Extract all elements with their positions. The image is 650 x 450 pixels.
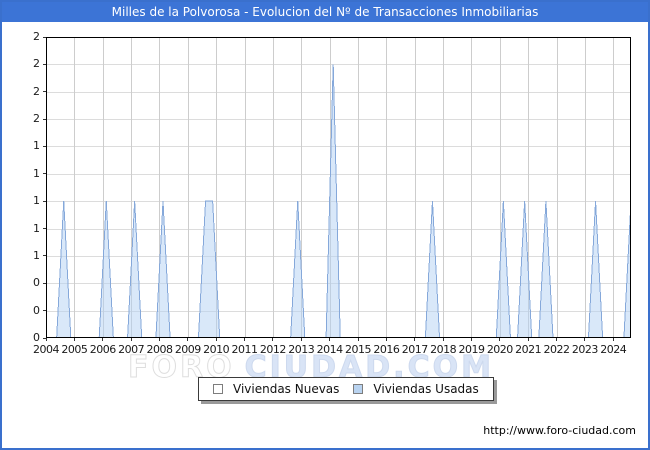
legend-label-usadas: Viviendas Usadas <box>373 382 479 396</box>
x-tick-label: 2004 <box>33 343 60 356</box>
y-axis-tick <box>43 118 46 120</box>
y-tick-label: 0 <box>33 276 40 290</box>
x-axis-tick <box>612 338 614 341</box>
y-tick-label: 1 <box>33 248 40 262</box>
x-axis-tick <box>73 338 75 341</box>
legend-box: Viviendas Nuevas Viviendas Usadas <box>198 377 494 401</box>
x-tick-label: 2013 <box>288 343 315 356</box>
x-tick-label: 2005 <box>61 343 88 356</box>
x-tick-label: 2024 <box>600 343 627 356</box>
x-axis-tick <box>329 338 331 341</box>
y-axis-tick <box>43 36 46 38</box>
y-tick-label: 2 <box>33 84 40 98</box>
x-axis-tick <box>470 338 472 341</box>
title-bar: Milles de la Polvorosa - Evolucion del N… <box>2 2 648 22</box>
y-axis-tick <box>43 337 46 339</box>
x-axis-tick <box>442 338 444 341</box>
legend-swatch-nuevas <box>213 384 223 394</box>
x-tick-label: 2012 <box>259 343 287 356</box>
transactions-area-chart <box>46 37 632 339</box>
x-tick-label: 2021 <box>515 343 542 356</box>
x-tick-label: 2007 <box>118 343 145 356</box>
y-tick-label: 2 <box>33 112 40 126</box>
x-tick-label: 2017 <box>401 343 429 356</box>
plot-border <box>46 37 631 338</box>
x-tick-label: 2016 <box>373 343 400 356</box>
y-tick-label: 2 <box>33 57 40 71</box>
x-axis-tick <box>556 338 558 341</box>
y-axis-tick <box>43 228 46 230</box>
x-axis-tick <box>130 338 132 341</box>
legend-label-nuevas: Viviendas Nuevas <box>233 382 340 396</box>
x-tick-label: 2010 <box>203 343 230 356</box>
legend-swatch-usadas <box>353 384 364 394</box>
x-axis-tick <box>527 338 529 341</box>
y-axis-tick <box>43 282 46 284</box>
x-tick-label: 2019 <box>458 343 485 356</box>
y-axis-tick <box>43 91 46 93</box>
x-tick-label: 2008 <box>146 343 173 356</box>
x-axis-tick <box>187 338 189 341</box>
y-axis-tick <box>43 173 46 175</box>
x-axis-tick <box>499 338 501 341</box>
x-axis-tick <box>385 338 387 341</box>
x-tick-label: 2023 <box>571 343 599 356</box>
footer-url-link[interactable]: http://www.foro-ciudad.com <box>483 424 636 437</box>
x-tick-label: 2011 <box>231 343 259 356</box>
x-axis-tick <box>244 338 246 341</box>
y-axis-tick <box>43 63 46 65</box>
x-tick-label: 2022 <box>543 343 571 356</box>
legend-item-viviendas-usadas: Viviendas Usadas <box>353 382 479 396</box>
y-tick-label: 1 <box>33 194 40 208</box>
x-tick-label: 2020 <box>486 343 514 356</box>
y-tick-label: 1 <box>33 139 40 153</box>
x-tick-label: 2009 <box>174 343 202 356</box>
legend-item-viviendas-nuevas: Viviendas Nuevas <box>213 382 339 396</box>
y-tick-label: 0 <box>33 303 40 317</box>
x-axis-tick <box>272 338 274 341</box>
y-tick-label: 1 <box>33 221 40 235</box>
page-title: Milles de la Polvorosa - Evolucion del N… <box>111 5 539 19</box>
y-axis-tick <box>43 310 46 312</box>
x-tick-label: 2006 <box>89 343 117 356</box>
y-tick-label: 2 <box>33 30 40 43</box>
x-axis-tick <box>215 338 217 341</box>
y-axis-tick <box>43 200 46 202</box>
x-axis-tick <box>300 338 302 341</box>
x-axis-tick <box>158 338 160 341</box>
y-tick-label: 0 <box>33 331 40 344</box>
x-axis-tick <box>584 338 586 341</box>
x-tick-label: 2015 <box>345 343 372 356</box>
x-axis-tick <box>357 338 359 341</box>
x-axis-tick <box>414 338 416 341</box>
y-axis-tick <box>43 255 46 257</box>
y-axis-tick <box>43 145 46 147</box>
x-axis-tick <box>45 338 47 341</box>
x-tick-label: 2014 <box>316 343 344 356</box>
plot-area <box>46 37 632 339</box>
x-tick-label: 2018 <box>430 343 457 356</box>
y-tick-label: 1 <box>33 166 40 180</box>
x-axis-tick <box>102 338 104 341</box>
